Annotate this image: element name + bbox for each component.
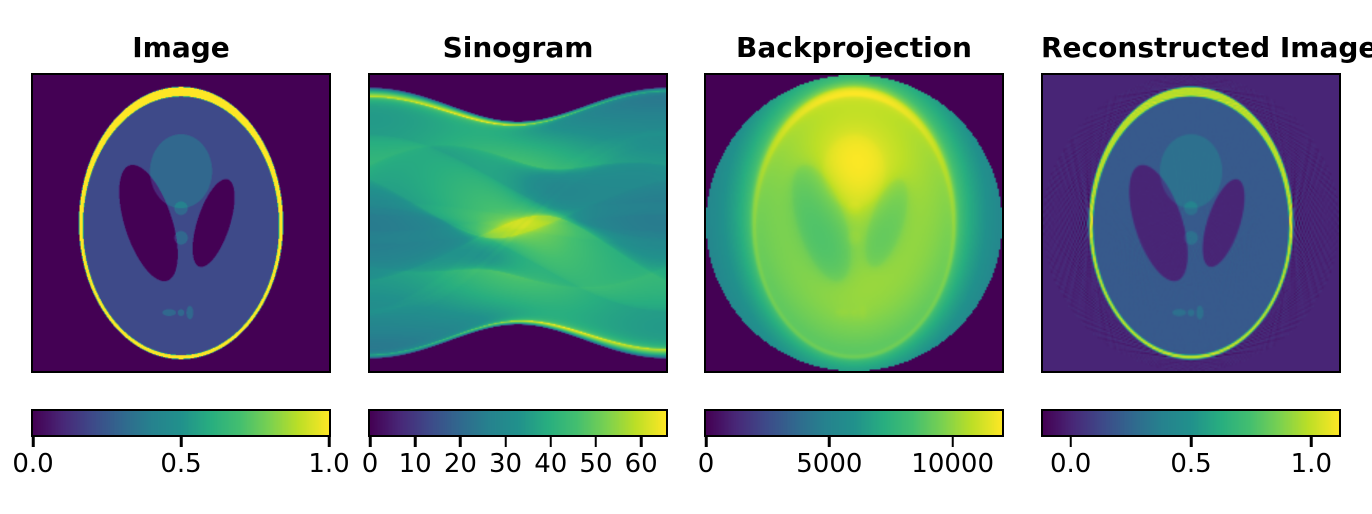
colorbar-tick [594, 437, 598, 447]
colorbar-tick-label: 0.5 [160, 449, 202, 479]
colorbar-tick [639, 437, 643, 447]
colorbar-tick [459, 437, 462, 447]
panel-title-sinogram: Sinogram [442, 31, 594, 64]
colorbar-tick [951, 437, 954, 447]
colorbar-backprojection [704, 409, 1004, 437]
colorbar-tick [1310, 437, 1313, 447]
colorbar-sinogram [368, 409, 668, 437]
colorbar-gradient-sinogram [370, 411, 666, 435]
backprojection-image [704, 73, 1004, 373]
colorbar-reconstruction [1041, 409, 1341, 437]
colorbar-tick-label: 20 [443, 449, 477, 479]
colorbar-tick-label: 0.0 [12, 449, 54, 479]
colorbar-tick [31, 437, 35, 447]
colorbar-tick-label: 10 [398, 449, 432, 479]
colorbar-tick [413, 437, 417, 447]
reconstruction-image [1041, 73, 1341, 373]
colorbar-tick-label: 50 [579, 449, 613, 479]
colorbar-tick [828, 437, 831, 447]
reconstruction-image-canvas [1043, 75, 1339, 371]
colorbar-tick [368, 437, 372, 447]
colorbar-tick-label: 1.0 [308, 449, 350, 479]
colorbar-tick-label: 10000 [911, 449, 995, 479]
colorbar-gradient-backprojection [706, 411, 1002, 435]
colorbar-tick-label: 0 [361, 449, 379, 479]
panel-title-backprojection: Backprojection [736, 31, 972, 64]
colorbar-tick-label: 40 [534, 449, 568, 479]
colorbar-tick [179, 437, 183, 447]
colorbar-tick [327, 437, 331, 447]
colorbar-tick [504, 437, 507, 447]
phantom-image [31, 73, 331, 373]
sinogram-image-canvas [370, 75, 666, 371]
colorbar-image [31, 409, 331, 437]
sinogram-image [368, 73, 668, 373]
colorbar-tick [1069, 437, 1072, 447]
colorbar-tick-label: 0 [697, 449, 715, 479]
colorbar-tick-label: 5000 [796, 449, 863, 479]
colorbar-tick-label: 0.5 [1170, 449, 1212, 479]
colorbar-tick-label: 60 [624, 449, 658, 479]
colorbar-tick-label: 0.0 [1049, 449, 1092, 479]
colorbar-tick-label: 30 [489, 449, 523, 479]
colorbar-gradient-image [33, 411, 329, 435]
colorbar-tick [1189, 437, 1193, 447]
phantom-image-canvas [33, 75, 329, 371]
colorbar-tick [549, 437, 552, 447]
colorbar-tick-label: 1.0 [1290, 449, 1332, 479]
panel-title-reconstruction: Reconstructed Image [1041, 31, 1372, 64]
panel-title-image: Image [132, 31, 230, 64]
colorbar-tick [704, 437, 708, 447]
backprojection-image-canvas [706, 75, 1002, 371]
colorbar-gradient-reconstruction [1043, 411, 1339, 435]
